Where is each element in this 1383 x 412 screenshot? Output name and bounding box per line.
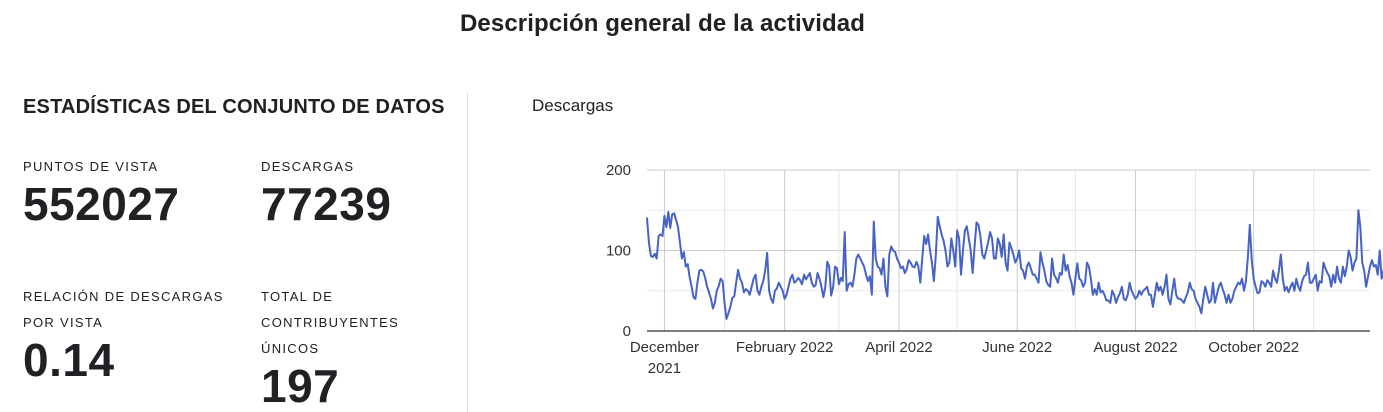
downloads-line-chart: 0 100 200 December 2021 February 2022 April 20… bbox=[606, 162, 1383, 377]
views-value: 552027 bbox=[23, 178, 180, 230]
contributors-value: 197 bbox=[261, 360, 340, 412]
y-tick-label: 200 bbox=[606, 162, 631, 179]
ratio-stat: RELACIÓN DE DESCARGAS POR VISTA 0.14 bbox=[23, 284, 233, 384]
views-stat: PUNTOS DE VISTA 552027 bbox=[23, 154, 180, 228]
stats-heading: ESTADÍSTICAS DEL CONJUNTO DE DATOS bbox=[23, 96, 445, 118]
y-tick-label: 100 bbox=[606, 243, 631, 260]
chart-title: Descargas bbox=[532, 96, 614, 115]
x-tick-label: February 2022 bbox=[736, 339, 834, 356]
x-tick-label: April 2022 bbox=[865, 339, 933, 356]
downloads-label: DESCARGAS bbox=[261, 159, 355, 174]
contributors-stat: TOTAL DE CONTRIBUYENTES ÚNICOS 197 bbox=[261, 284, 431, 410]
x-tick-label: June 2022 bbox=[982, 339, 1052, 356]
views-label: PUNTOS DE VISTA bbox=[23, 159, 159, 174]
ratio-value: 0.14 bbox=[23, 334, 115, 386]
page-title: Descripción general de la actividad bbox=[460, 10, 865, 37]
dataset-stats-panel: ESTADÍSTICAS DEL CONJUNTO DE DATOS PUNTO… bbox=[0, 0, 468, 412]
x-tick-label: October 2022 bbox=[1208, 339, 1299, 356]
downloads-stat: DESCARGAS 77239 bbox=[261, 154, 391, 228]
ratio-label: RELACIÓN DE DESCARGAS POR VISTA bbox=[23, 289, 224, 330]
x-tick-label: August 2022 bbox=[1093, 339, 1177, 356]
y-tick-label: 0 bbox=[623, 323, 631, 340]
downloads-value: 77239 bbox=[261, 178, 392, 230]
downloads-series-line bbox=[646, 209, 1383, 320]
x-tick-label: December 2021 bbox=[630, 339, 699, 377]
panel-divider bbox=[467, 93, 468, 412]
contributors-label: TOTAL DE CONTRIBUYENTES ÚNICOS bbox=[261, 289, 400, 356]
downloads-chart-panel: Descargas 0 100 200 December 2021 February 20… bbox=[469, 0, 1383, 412]
